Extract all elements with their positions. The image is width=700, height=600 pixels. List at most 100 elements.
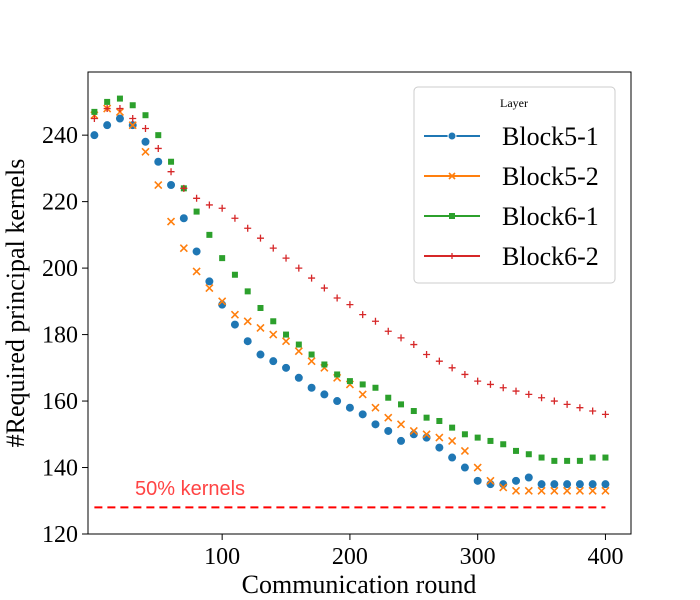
y-tick-label-240: 240 [42,123,78,149]
point-block6-2-38 [576,404,584,412]
point-block5-2-37 [563,486,572,495]
point-block5-2-26 [422,430,431,439]
x-tick-label-300: 300 [460,544,496,570]
point-block6-1-1 [104,98,111,105]
point-block6-1-24 [398,401,405,408]
point-block5-1-32 [498,479,509,490]
point-block6-2-34 [525,390,533,398]
point-block6-2-29 [461,370,469,378]
point-block6-2-39 [589,407,597,415]
point-block5-1-2 [114,113,125,124]
point-block6-1-15 [283,331,290,338]
point-block5-2-3 [128,121,137,130]
point-block6-2-30 [474,377,482,385]
point-block5-1-19 [332,396,343,407]
point-block6-2-22 [371,317,379,325]
point-block6-2-37 [563,400,571,408]
point-block6-2-13 [256,234,264,242]
point-block6-1-29 [461,431,468,438]
point-block6-1-37 [564,457,571,464]
plot-area-frame [87,71,632,535]
point-block5-2-40 [601,486,610,495]
series-block6-2 [90,105,609,418]
point-block6-2-1 [103,105,111,113]
point-block5-2-38 [575,486,584,495]
point-block6-2-23 [384,327,392,335]
point-block6-1-32 [500,441,507,448]
point-block5-1-20 [344,402,355,413]
legend-marker-block6-1 [449,213,455,219]
x-tick-label-200: 200 [332,544,368,570]
point-block6-1-12 [244,288,251,295]
point-block5-1-9 [204,276,215,287]
point-block5-1-0 [89,130,100,141]
point-block6-1-0 [91,108,98,115]
point-block6-2-33 [512,387,520,395]
point-block6-2-2 [116,105,124,113]
point-block5-2-31 [486,476,495,485]
point-block6-2-9 [205,201,213,209]
point-block6-2-36 [550,397,558,405]
point-block5-1-5 [153,156,164,167]
point-block5-2-10 [218,297,227,306]
y-tick-label-220: 220 [42,190,78,216]
point-block5-2-39 [588,486,597,495]
y-tick-label-140: 140 [42,456,78,482]
point-block5-1-18 [319,389,330,400]
point-block6-2-16 [295,264,303,272]
point-block6-2-8 [193,194,201,202]
point-block5-2-28 [448,436,457,446]
point-block5-1-29 [459,462,470,473]
legend-label-block6-1: Block6-1 [502,202,599,231]
point-block5-2-12 [243,317,252,326]
point-block6-2-31 [486,380,494,388]
point-block6-1-10 [219,255,226,262]
point-block5-1-16 [293,372,304,383]
point-block6-1-11 [231,271,238,278]
point-block6-2-4 [141,125,149,133]
point-block6-2-7 [180,184,188,192]
point-block5-1-7 [178,213,189,224]
point-block5-1-28 [447,452,458,463]
point-block6-2-27 [435,357,443,365]
point-block5-1-6 [166,180,177,191]
point-block6-2-40 [601,410,609,418]
point-block6-2-26 [423,351,431,359]
x-tick-label-400: 400 [587,544,623,570]
point-block6-2-0 [90,115,98,123]
point-block5-1-12 [242,336,253,347]
series-block5-1 [89,113,611,490]
legend-label-block5-2: Block5-2 [502,162,599,191]
point-block6-2-20 [346,301,354,309]
point-block5-1-10 [217,299,228,310]
point-block6-1-4 [142,112,149,119]
point-block6-2-5 [154,144,162,152]
legend-marker-block5-1 [447,131,457,141]
point-block6-1-33 [513,447,520,454]
point-block5-1-23 [383,425,394,436]
point-block5-1-31 [485,479,496,490]
point-block6-1-13 [257,304,264,311]
legend-title: Layer [500,96,528,110]
point-block6-2-21 [359,311,367,319]
point-block6-2-24 [397,334,405,342]
point-block6-1-35 [538,454,545,461]
point-block5-1-36 [549,479,560,490]
point-block5-2-15 [281,337,291,346]
point-block5-1-11 [229,319,240,330]
point-block6-2-17 [308,274,316,282]
point-block5-2-16 [294,347,303,356]
point-block5-1-15 [281,362,292,373]
x-axis-label: Communication round [242,570,477,599]
point-block6-2-18 [320,284,328,292]
point-block5-1-4 [140,136,151,147]
point-block6-2-11 [231,214,239,222]
point-block5-1-39 [587,479,598,490]
point-block5-1-21 [357,409,368,420]
point-block5-1-8 [191,246,202,257]
legend-item-block6-2: Block6-2 [424,242,599,271]
point-block6-1-31 [487,437,494,444]
y-tick-label-120: 120 [42,522,78,548]
point-block6-1-6 [168,158,175,165]
